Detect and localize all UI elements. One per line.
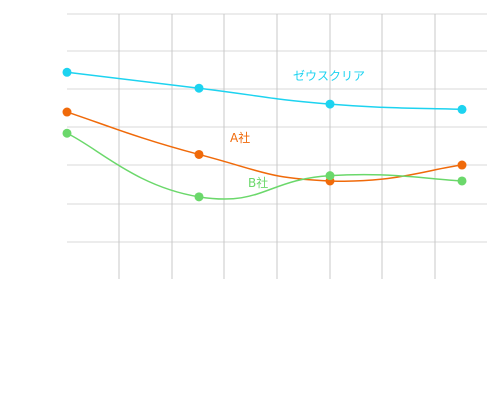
- data-point-series-2-3: [457, 176, 467, 186]
- data-point-series-1-1: [194, 149, 204, 159]
- series-lines: [66, 71, 463, 200]
- data-point-series-1-0: [62, 107, 72, 117]
- data-point-series-0-3: [457, 104, 467, 114]
- series-labels: ゼウスクリア A社 B社: [230, 69, 365, 190]
- data-point-series-1-3: [457, 160, 467, 170]
- data-points: [62, 67, 467, 202]
- series-line-1: [66, 111, 463, 182]
- series-line-0: [66, 71, 463, 111]
- data-point-series-0-0: [62, 67, 72, 77]
- data-point-series-2-1: [194, 192, 204, 202]
- grid: [67, 13, 487, 279]
- data-point-series-0-2: [325, 99, 335, 109]
- series-label-a-company: A社: [230, 130, 250, 145]
- series-line-2: [66, 132, 463, 200]
- series-label-b-company: B社: [248, 175, 268, 190]
- data-point-series-2-2: [325, 171, 335, 181]
- data-point-series-2-0: [62, 128, 72, 138]
- data-point-series-0-1: [194, 83, 204, 93]
- series-label-zeus-clear: ゼウスクリア: [293, 69, 365, 83]
